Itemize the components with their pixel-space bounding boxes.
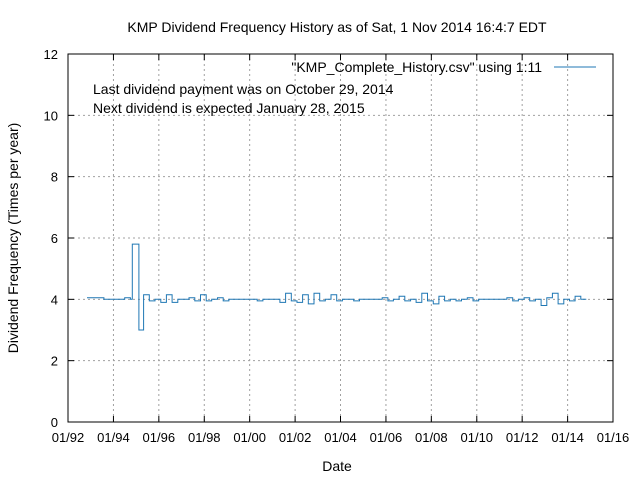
- chart-title: KMP Dividend Frequency History as of Sat…: [127, 19, 547, 35]
- x-tick-label: 01/10: [461, 430, 494, 445]
- x-tick-label: 01/04: [324, 430, 357, 445]
- legend: "KMP_Complete_History.csv" using 1:11: [291, 59, 596, 75]
- y-tick-label: 2: [51, 354, 58, 369]
- series-layer: [87, 243, 587, 331]
- x-tick-label: 01/98: [188, 430, 221, 445]
- y-tick-label: 10: [44, 108, 58, 123]
- x-tick-label: 01/06: [370, 430, 403, 445]
- x-tick-label: 01/00: [233, 430, 266, 445]
- x-tick-label: 01/02: [279, 430, 312, 445]
- y-tick-label: 0: [51, 415, 58, 430]
- annotation-last-dividend: Last dividend payment was on October 29,…: [93, 81, 394, 97]
- series-line: [87, 243, 587, 331]
- y-tick-label: 6: [51, 231, 58, 246]
- x-tick-label: 01/92: [52, 430, 85, 445]
- x-tick-label: 01/08: [415, 430, 448, 445]
- x-tick-label: 01/94: [97, 430, 130, 445]
- annotation-next-dividend: Next dividend is expected January 28, 20…: [93, 100, 365, 116]
- x-tick-label: 01/16: [597, 430, 630, 445]
- x-tick-label: 01/14: [551, 430, 584, 445]
- y-tick-label: 12: [44, 47, 58, 62]
- x-tick-label: 01/96: [143, 430, 176, 445]
- y-tick-label: 4: [51, 292, 58, 307]
- x-tick-label: 01/12: [506, 430, 539, 445]
- y-axis-label: Dividend Frequency (Times per year): [5, 123, 21, 354]
- axis-ticks: 0 2 4 6 8 10 12 01/92 01/94 01/96 01/98 01/00 01/02 0…: [44, 47, 630, 445]
- legend-label: "KMP_Complete_History.csv" using 1:11: [291, 59, 542, 75]
- y-tick-label: 8: [51, 170, 58, 185]
- x-axis-label: Date: [322, 458, 352, 474]
